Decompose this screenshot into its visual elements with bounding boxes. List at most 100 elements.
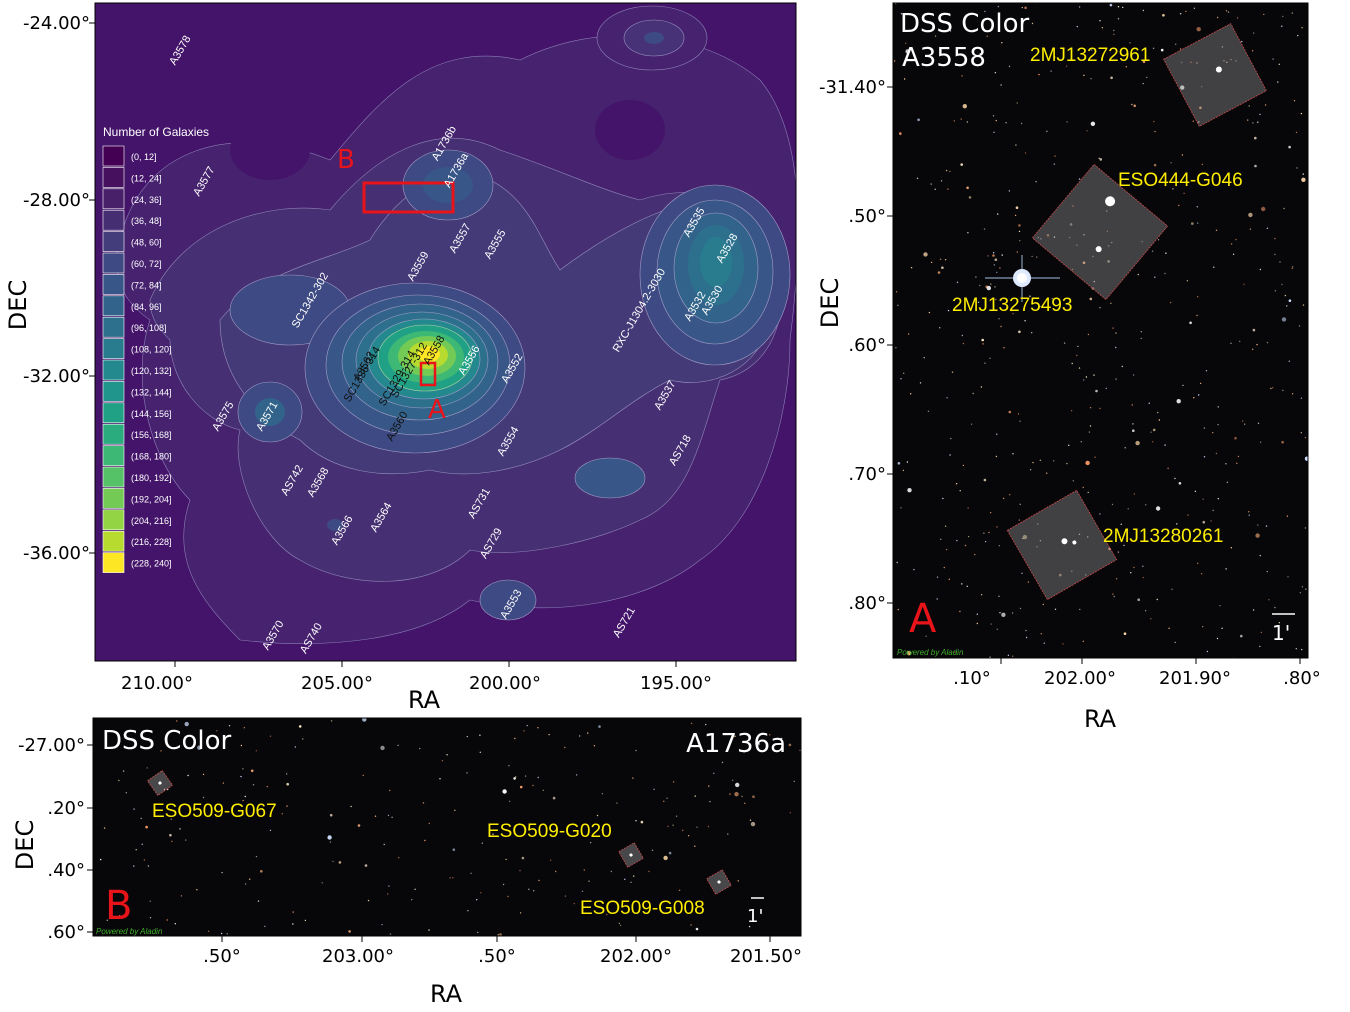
star xyxy=(542,789,544,791)
star xyxy=(579,735,581,737)
star xyxy=(1000,325,1002,328)
density-contour xyxy=(479,579,537,621)
star xyxy=(250,769,254,773)
star xyxy=(1113,33,1115,36)
star xyxy=(1243,283,1245,285)
star xyxy=(538,879,540,882)
star xyxy=(521,856,525,860)
legend-swatch xyxy=(102,466,125,488)
star xyxy=(956,281,959,283)
star xyxy=(998,318,1000,320)
star xyxy=(1140,337,1142,340)
star xyxy=(945,169,948,172)
star xyxy=(1230,243,1233,245)
star xyxy=(1019,240,1021,242)
star xyxy=(1281,440,1284,444)
star xyxy=(507,895,509,898)
star xyxy=(1221,46,1224,48)
star xyxy=(1179,48,1182,50)
star xyxy=(1019,420,1021,422)
star xyxy=(1089,407,1092,409)
star xyxy=(893,60,896,62)
star xyxy=(729,793,731,795)
star xyxy=(1120,523,1122,525)
star xyxy=(959,490,961,492)
star xyxy=(1259,554,1262,557)
star xyxy=(1068,444,1070,446)
scale-label: 1' xyxy=(1272,621,1290,645)
star xyxy=(1046,130,1048,132)
star xyxy=(1054,608,1057,610)
star xyxy=(752,795,755,798)
star xyxy=(998,595,1000,597)
star xyxy=(1011,612,1014,614)
star xyxy=(1051,298,1053,300)
star xyxy=(1078,6,1081,8)
star xyxy=(936,598,938,600)
panel-a-ylabel: DEC xyxy=(816,278,844,328)
star xyxy=(1234,436,1237,440)
star-field xyxy=(893,3,1308,658)
star xyxy=(1082,640,1085,642)
star xyxy=(1274,253,1276,256)
star xyxy=(1162,14,1165,17)
star xyxy=(1295,131,1298,134)
star xyxy=(286,773,288,775)
star xyxy=(953,120,955,122)
star xyxy=(419,747,421,750)
star xyxy=(226,933,228,935)
star xyxy=(581,890,584,892)
star xyxy=(1129,42,1131,44)
star xyxy=(1158,419,1161,421)
star xyxy=(960,163,963,166)
density-contour xyxy=(255,398,285,426)
star xyxy=(1077,345,1079,348)
star xyxy=(1012,655,1014,657)
star xyxy=(996,526,998,528)
galaxy-label: 2MJ13280261 xyxy=(1103,526,1223,547)
main-ytick: -36.00° xyxy=(23,543,90,564)
star xyxy=(1248,212,1253,218)
star xyxy=(923,252,928,257)
star xyxy=(906,461,909,463)
star xyxy=(973,29,975,31)
panel-b-ytick: .60° xyxy=(47,922,85,943)
star xyxy=(975,276,977,278)
star xyxy=(573,902,575,905)
star xyxy=(1301,27,1303,29)
star xyxy=(380,745,385,751)
star xyxy=(601,829,603,831)
star xyxy=(1304,527,1307,529)
star xyxy=(982,343,984,345)
legend-swatch xyxy=(102,423,125,445)
star xyxy=(903,78,906,80)
star xyxy=(1141,240,1143,243)
legend-swatch xyxy=(102,509,125,531)
star xyxy=(1277,81,1279,83)
star xyxy=(687,835,690,837)
star xyxy=(1283,207,1285,210)
star xyxy=(122,770,125,772)
star xyxy=(919,382,922,384)
star xyxy=(1205,370,1208,372)
star xyxy=(1263,13,1265,16)
star xyxy=(1001,612,1006,617)
star xyxy=(1020,122,1023,125)
star xyxy=(943,566,945,569)
star xyxy=(1142,576,1144,579)
star xyxy=(414,888,416,890)
star xyxy=(734,792,739,797)
star xyxy=(1122,6,1124,9)
star xyxy=(996,628,998,630)
star xyxy=(937,271,941,274)
star xyxy=(1018,230,1021,233)
main-xtick: 200.00° xyxy=(469,673,541,694)
star xyxy=(751,915,754,918)
star xyxy=(1265,525,1268,527)
star xyxy=(956,539,958,542)
star xyxy=(944,525,947,527)
star xyxy=(1031,255,1033,258)
star xyxy=(1046,472,1048,474)
star xyxy=(1012,453,1014,455)
star xyxy=(696,826,698,828)
